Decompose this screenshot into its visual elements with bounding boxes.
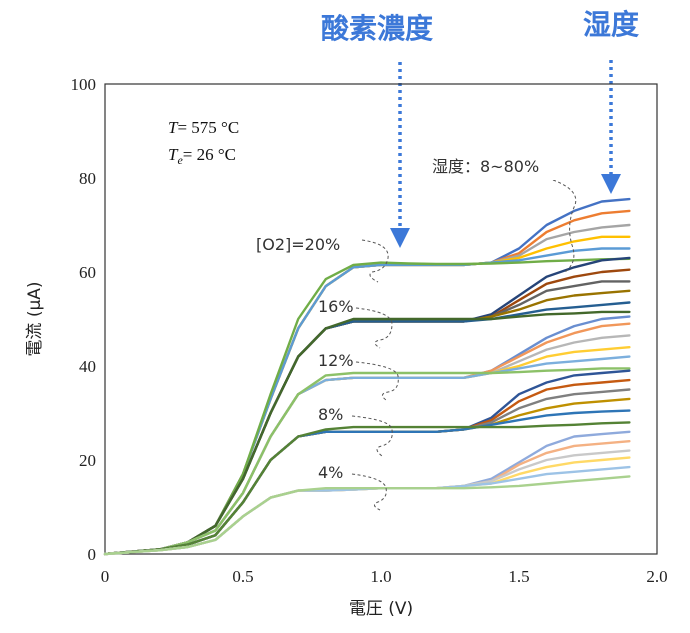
humidity-label-bg bbox=[428, 152, 580, 180]
series-line-o2-8-6 bbox=[103, 421, 631, 556]
series-line-o2-12-5 bbox=[103, 355, 631, 556]
y-tick-label: 100 bbox=[71, 75, 97, 94]
condition-temperature: T= 575 °C bbox=[168, 118, 239, 137]
label-o2-4: 4% bbox=[318, 463, 343, 482]
conditions: T= 575 °C Te= 26 °C bbox=[168, 118, 239, 167]
series-line-o2-20-5 bbox=[103, 247, 631, 556]
te-symbol: T bbox=[168, 145, 179, 164]
series-layer bbox=[103, 197, 631, 556]
x-tick-label: 0 bbox=[101, 567, 110, 586]
series-line-o2-12-2 bbox=[103, 322, 631, 556]
series-line-o2-16-1 bbox=[103, 256, 631, 556]
leader-o2-20 bbox=[361, 239, 389, 283]
leader-o2-4 bbox=[351, 473, 387, 511]
x-axis: 0 0.5 1.0 1.5 2.0 bbox=[101, 567, 668, 586]
y-tick-label: 60 bbox=[79, 263, 96, 282]
series-line-o2-16-2 bbox=[103, 268, 631, 556]
header-humidity: 湿度 bbox=[583, 8, 639, 41]
annotation-leaders bbox=[351, 179, 577, 511]
temp-symbol: T bbox=[168, 118, 179, 137]
label-o2-20: [O2]=20% bbox=[256, 235, 340, 254]
series-line-o2-20-4 bbox=[103, 235, 631, 556]
label-o2-16: 16% bbox=[318, 297, 354, 316]
x-axis-label: 電圧 (V) bbox=[349, 599, 413, 619]
te-value: = 26 °C bbox=[183, 145, 236, 164]
x-tick-label: 0.5 bbox=[232, 567, 253, 586]
arrow-oxygen bbox=[390, 62, 410, 248]
condition-te: Te= 26 °C bbox=[168, 145, 236, 167]
plot-area bbox=[104, 83, 658, 555]
series-line-o2-12-6 bbox=[103, 367, 631, 556]
label-o2-8: 8% bbox=[318, 405, 343, 424]
series-line-o2-16-4 bbox=[103, 289, 631, 556]
series-line-o2-12-1 bbox=[103, 315, 631, 556]
series-line-o2-4-4 bbox=[103, 456, 631, 556]
x-tick-label: 1.0 bbox=[370, 567, 391, 586]
x-tick-label: 1.5 bbox=[508, 567, 529, 586]
leader-humidity bbox=[552, 179, 577, 273]
y-tick-label: 80 bbox=[79, 169, 96, 188]
leader-o2-12 bbox=[355, 361, 399, 401]
series-line-o2-4-5 bbox=[103, 465, 631, 556]
y-tick-label: 0 bbox=[88, 545, 97, 564]
label-o2-12: 12% bbox=[318, 351, 354, 370]
temp-value: = 575 °C bbox=[177, 118, 239, 137]
leader-o2-16 bbox=[355, 307, 393, 349]
series-line-o2-4-1 bbox=[103, 430, 631, 556]
leader-o2-8 bbox=[351, 415, 393, 457]
header-oxygen: 酸素濃度 bbox=[321, 12, 433, 45]
y-tick-label: 40 bbox=[79, 357, 96, 376]
y-axis: 0 20 40 60 80 100 bbox=[71, 75, 97, 564]
te-subscript: e bbox=[177, 153, 183, 167]
arrow-humidity bbox=[601, 60, 621, 194]
series-line-o2-4-6 bbox=[103, 475, 631, 556]
label-humidity-range: 湿度：8~80% bbox=[432, 157, 539, 176]
series-line-o2-8-4 bbox=[103, 397, 631, 556]
y-tick-label: 20 bbox=[79, 451, 96, 470]
x-tick-label: 2.0 bbox=[646, 567, 667, 586]
series-line-o2-20-1 bbox=[103, 197, 631, 556]
y-axis-label: 電流 (μA) bbox=[25, 281, 45, 356]
